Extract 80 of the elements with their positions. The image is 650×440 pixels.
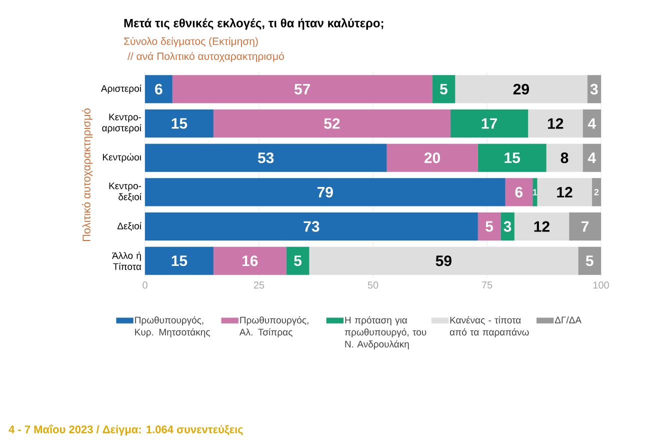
x-tick-label: 100 (593, 282, 609, 289)
data-label: 29 (513, 84, 529, 94)
bar (569, 212, 602, 241)
legend-label: ΔΓ/ΔΑ (554, 316, 582, 324)
bar (172, 75, 432, 104)
data-label: 15 (504, 152, 520, 164)
bar (286, 246, 310, 275)
data-label: 1 (532, 189, 538, 196)
bar (144, 75, 172, 104)
bar (213, 246, 286, 275)
bar (505, 178, 533, 206)
data-label: 53 (258, 152, 274, 164)
y-tick-label: Κεντρο-δεξιοί (109, 182, 142, 202)
data-label: 12 (548, 118, 564, 129)
data-label: 3 (590, 84, 598, 94)
bar (213, 109, 451, 138)
y-tick-label: Κεντρο-αριστεροί (102, 114, 142, 134)
y-tick-label: Δεξιοί (117, 222, 142, 231)
bar (144, 212, 478, 241)
y-tick-label: Κεντρώοι (102, 153, 142, 162)
bar (144, 109, 214, 138)
data-label: 6 (515, 186, 523, 198)
data-label: 16 (242, 256, 258, 266)
bar (455, 75, 588, 104)
data-label: 15 (172, 118, 188, 129)
bar (514, 212, 570, 241)
bar (537, 178, 592, 206)
y-tick-label: Αριστεροί (100, 84, 142, 94)
text: // ανά Πολιτικό αυτοχαρακτηρισμό (128, 52, 284, 62)
bar (582, 144, 602, 172)
data-label: 7 (582, 221, 589, 232)
data-label: 12 (557, 186, 572, 198)
data-label: 5 (440, 84, 448, 94)
x-tick-label: 50 (368, 282, 378, 289)
data-label: 73 (304, 221, 320, 232)
data-label: 4 (588, 118, 596, 129)
bar (144, 246, 214, 275)
data-label: 20 (424, 152, 440, 164)
data-label: 6 (155, 84, 162, 94)
legend-label: Κανένας - τίποτα από τα παραπάνω (450, 316, 529, 338)
data-label: 17 (482, 118, 497, 129)
bar (528, 109, 583, 138)
data-label: 4 (588, 152, 596, 163)
x-tick-label: 25 (254, 282, 264, 289)
bar (587, 75, 602, 104)
x-tick-label: 0 (142, 282, 148, 289)
data-label: 2 (594, 189, 599, 196)
chart-title: Μετά τις εθνικές εκλογές, τι θα ήταν καλύτερο; (124, 18, 384, 30)
text: 4 - 7 Μαΐου 2023 / Δείγμα: 1.064 συνεντεύξεις (8, 424, 243, 436)
bar (432, 75, 456, 104)
data-label: 12 (534, 221, 550, 232)
legend-label: Η πρόταση για πρωθυπουργό, του Ν. Ανδρουλάκη (344, 316, 426, 350)
bar (144, 144, 387, 172)
bar (478, 144, 546, 172)
bar (500, 212, 514, 241)
data-label: 3 (504, 221, 512, 232)
bar (450, 109, 528, 138)
bar (582, 109, 602, 138)
data-label: 52 (324, 118, 340, 129)
data-label: 79 (317, 186, 333, 198)
data-label: 5 (586, 256, 594, 266)
legend-label: Πρωθυπουργός, Αλ. Τσίπρας (239, 316, 308, 338)
bar (546, 144, 583, 172)
data-label: 15 (172, 256, 188, 266)
data-label: 59 (436, 256, 452, 266)
data-label: 8 (560, 152, 568, 164)
legend-label: Πρωθυπουργός, Κυρ. Μητσοτάκης (135, 316, 210, 338)
y-tick-label: Άλλο ή Τίποτα (112, 252, 142, 270)
chart-subtitle: Σύνολο δείγματος (Εκτίμηση) (124, 36, 258, 48)
bar (578, 246, 602, 275)
bar (144, 178, 506, 206)
data-label: 57 (294, 84, 310, 94)
x-tick-label: 75 (482, 282, 492, 289)
bar (309, 246, 578, 275)
data-label: 5 (486, 221, 494, 232)
y-axis-title: Πολιτικό αυτοχαρακτηρισμό (82, 108, 93, 242)
bar (386, 144, 478, 172)
data-label: 5 (294, 256, 302, 266)
bar (478, 212, 501, 241)
bar (592, 178, 602, 206)
